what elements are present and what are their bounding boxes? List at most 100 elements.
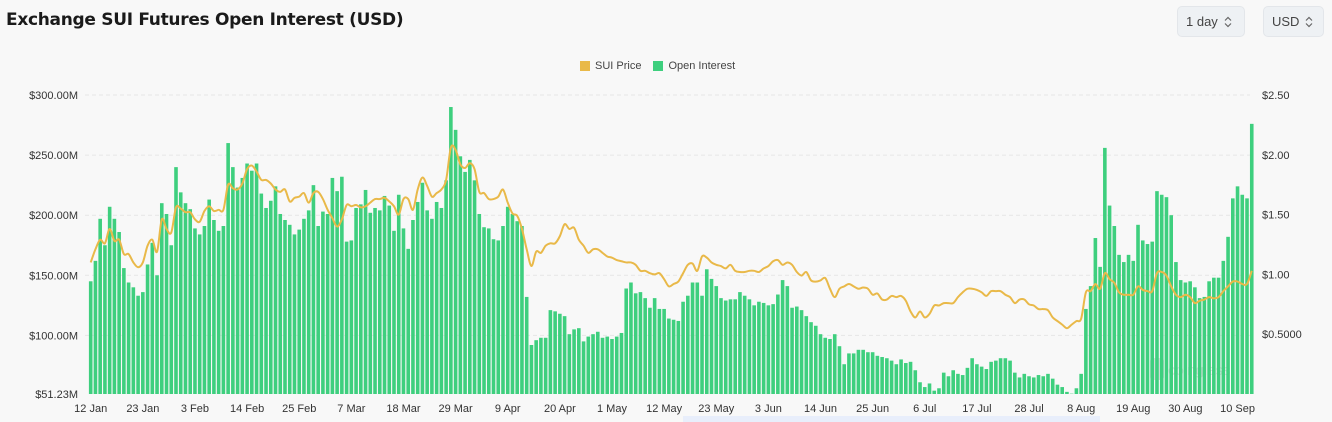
open-interest-bar[interactable] bbox=[572, 329, 576, 394]
open-interest-bar[interactable] bbox=[159, 203, 164, 394]
open-interest-bar[interactable] bbox=[202, 226, 207, 394]
open-interest-bar[interactable] bbox=[377, 210, 382, 394]
open-interest-bar[interactable] bbox=[662, 308, 666, 394]
open-interest-bar[interactable] bbox=[1240, 194, 1245, 394]
open-interest-bar[interactable] bbox=[851, 353, 856, 394]
open-interest-bar[interactable] bbox=[126, 282, 131, 394]
open-interest-bar[interactable] bbox=[795, 306, 799, 394]
open-interest-bar[interactable] bbox=[103, 245, 107, 394]
open-interest-bar[interactable] bbox=[1065, 391, 1069, 394]
open-interest-bar[interactable] bbox=[415, 201, 420, 394]
open-interest-bar[interactable] bbox=[1036, 375, 1041, 394]
open-interest-bar[interactable] bbox=[505, 206, 510, 394]
open-interest-bar[interactable] bbox=[686, 295, 690, 394]
open-interest-bar[interactable] bbox=[316, 226, 320, 394]
open-interest-bar[interactable] bbox=[444, 180, 448, 394]
open-interest-bar[interactable] bbox=[221, 226, 226, 394]
open-interest-bar[interactable] bbox=[704, 269, 709, 394]
open-interest-bar[interactable] bbox=[970, 358, 974, 394]
open-interest-bar[interactable] bbox=[321, 211, 325, 394]
open-interest-bar[interactable] bbox=[1178, 280, 1183, 394]
open-interest-bar[interactable] bbox=[1122, 262, 1126, 394]
open-interest-bar[interactable] bbox=[287, 224, 292, 394]
open-interest-bar[interactable] bbox=[723, 300, 728, 394]
open-interest-bar[interactable] bbox=[562, 316, 567, 394]
open-interest-bar[interactable] bbox=[359, 204, 363, 394]
open-interest-bar[interactable] bbox=[1207, 281, 1211, 394]
open-interest-bar[interactable] bbox=[1008, 360, 1012, 394]
open-interest-bar[interactable] bbox=[700, 295, 704, 394]
open-interest-bar[interactable] bbox=[776, 294, 780, 394]
open-interest-bar[interactable] bbox=[491, 239, 496, 394]
open-interest-bar[interactable] bbox=[1131, 260, 1136, 394]
open-interest-bar[interactable] bbox=[254, 163, 259, 394]
open-interest-bar[interactable] bbox=[913, 370, 918, 394]
open-interest-bar[interactable] bbox=[107, 206, 112, 394]
open-interest-bar[interactable] bbox=[619, 332, 624, 394]
zoom-range-slider[interactable] bbox=[683, 416, 1100, 422]
open-interest-bar[interactable] bbox=[648, 307, 652, 394]
open-interest-bar[interactable] bbox=[169, 245, 174, 394]
open-interest-bar[interactable] bbox=[98, 218, 102, 394]
open-interest-bar[interactable] bbox=[401, 228, 406, 394]
open-interest-bar[interactable] bbox=[690, 282, 695, 394]
open-interest-bar[interactable] bbox=[984, 369, 989, 394]
open-interest-bar[interactable] bbox=[344, 241, 349, 394]
open-interest-bar[interactable] bbox=[823, 337, 828, 394]
open-interest-bar[interactable] bbox=[1074, 388, 1079, 394]
open-interest-bar[interactable] bbox=[861, 349, 865, 394]
open-interest-bar[interactable] bbox=[449, 107, 453, 394]
open-interest-bar[interactable] bbox=[899, 359, 903, 394]
open-interest-bar[interactable] bbox=[1150, 241, 1155, 394]
open-interest-bar[interactable] bbox=[761, 302, 766, 394]
open-interest-bar[interactable] bbox=[420, 182, 425, 394]
open-interest-bar[interactable] bbox=[240, 177, 245, 394]
open-interest-bar[interactable] bbox=[1155, 191, 1159, 394]
open-interest-bar[interactable] bbox=[216, 230, 221, 394]
open-interest-bar[interactable] bbox=[501, 226, 505, 394]
open-interest-bar[interactable] bbox=[638, 292, 643, 394]
open-interest-bar[interactable] bbox=[1079, 373, 1083, 394]
open-interest-bar[interactable] bbox=[117, 232, 121, 394]
open-interest-bar[interactable] bbox=[1103, 147, 1107, 394]
open-interest-bar[interactable] bbox=[1183, 282, 1188, 394]
open-interest-bar[interactable] bbox=[1060, 387, 1064, 394]
open-interest-bar[interactable] bbox=[998, 358, 1003, 394]
open-interest-bar[interactable] bbox=[259, 193, 264, 394]
open-interest-bar[interactable] bbox=[941, 372, 946, 394]
open-interest-bar[interactable] bbox=[979, 366, 984, 394]
open-interest-bar[interactable] bbox=[1226, 236, 1230, 394]
legend-item-open-interest[interactable]: Open Interest bbox=[653, 60, 735, 72]
open-interest-bar[interactable] bbox=[610, 338, 614, 394]
open-interest-bar[interactable] bbox=[311, 185, 316, 394]
open-interest-bar[interactable] bbox=[558, 313, 562, 394]
open-interest-bar[interactable] bbox=[463, 171, 467, 394]
open-interest-bar[interactable] bbox=[600, 337, 605, 394]
open-interest-bar[interactable] bbox=[1046, 373, 1050, 394]
open-interest-bar[interactable] bbox=[482, 227, 486, 394]
open-interest-bar[interactable] bbox=[1003, 358, 1008, 394]
open-interest-bar[interactable] bbox=[757, 301, 761, 394]
open-interest-bar[interactable] bbox=[856, 349, 861, 394]
open-interest-bar[interactable] bbox=[264, 207, 268, 394]
open-interest-bar[interactable] bbox=[951, 370, 955, 394]
open-interest-bar[interactable] bbox=[539, 337, 543, 394]
open-interest-bar[interactable] bbox=[231, 167, 235, 394]
open-interest-bar[interactable] bbox=[629, 282, 633, 394]
open-interest-bar[interactable] bbox=[709, 278, 714, 394]
open-interest-bar[interactable] bbox=[1245, 198, 1249, 394]
open-interest-bar[interactable] bbox=[1088, 286, 1093, 394]
open-interest-bar[interactable] bbox=[591, 334, 595, 394]
open-interest-bar[interactable] bbox=[1235, 186, 1240, 394]
open-interest-bar[interactable] bbox=[382, 195, 387, 394]
open-interest-bar[interactable] bbox=[676, 320, 681, 394]
open-interest-bar[interactable] bbox=[207, 199, 211, 394]
open-interest-bar[interactable] bbox=[472, 180, 477, 394]
open-interest-bar[interactable] bbox=[155, 275, 159, 394]
open-interest-bar[interactable] bbox=[652, 298, 657, 394]
open-interest-bar[interactable] bbox=[193, 228, 197, 394]
open-interest-bar[interactable] bbox=[586, 336, 591, 394]
open-interest-bar[interactable] bbox=[136, 295, 140, 394]
open-interest-bar[interactable] bbox=[1193, 287, 1197, 394]
open-interest-bar[interactable] bbox=[486, 228, 491, 394]
